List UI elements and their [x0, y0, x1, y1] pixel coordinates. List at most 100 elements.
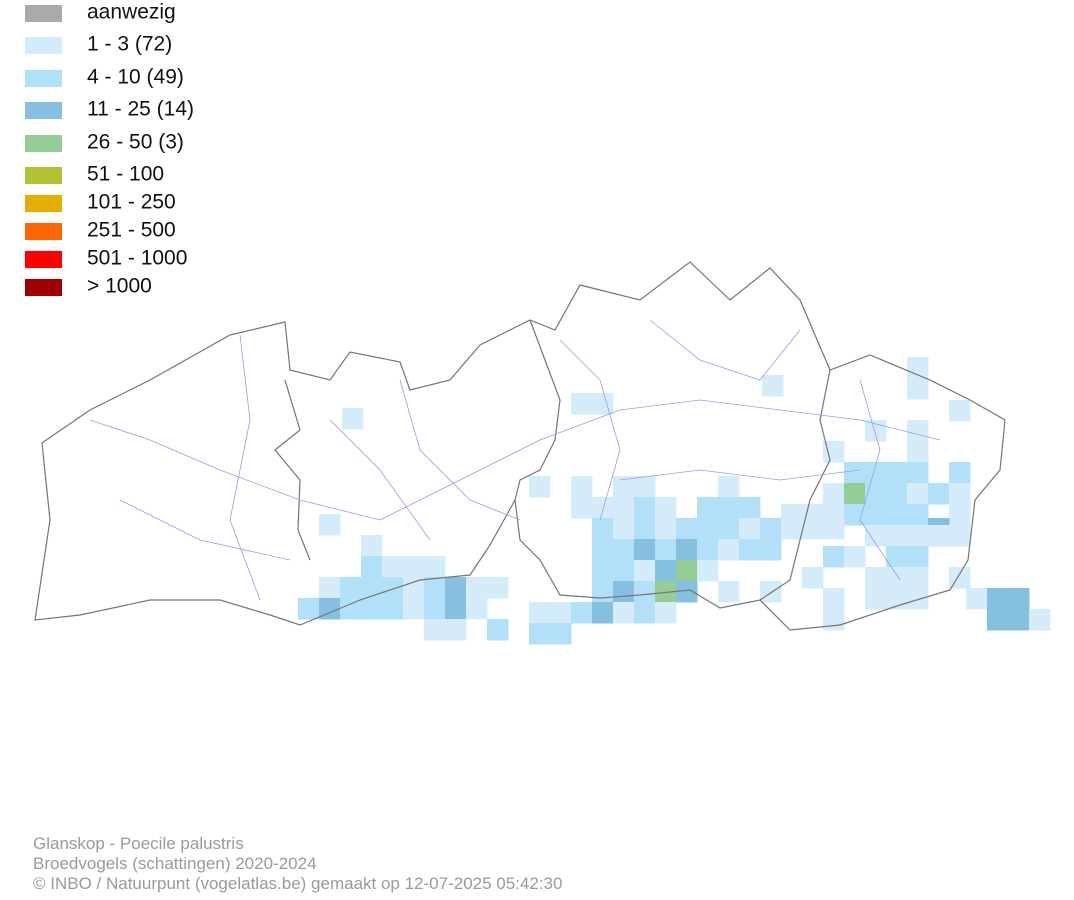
- grid-cell: [676, 581, 698, 603]
- grid-cell: [592, 560, 614, 582]
- grid-cell: [613, 560, 635, 582]
- grid-cell: [634, 581, 656, 603]
- grid-cell: [382, 577, 404, 599]
- grid-cell: [361, 598, 383, 620]
- grid-cell: [907, 441, 929, 463]
- grid-cell: [655, 560, 677, 582]
- grid-cell: [823, 483, 845, 505]
- grid-cell: [844, 462, 866, 484]
- grid-cell: [907, 378, 929, 400]
- footer-line: © INBO / Natuurpunt (vogelatlas.be) gema…: [33, 874, 562, 893]
- grid-cell: [676, 518, 698, 540]
- grid-cell: [949, 504, 971, 526]
- legend-label: 11 - 25 (14): [87, 98, 194, 121]
- grid-cell: [403, 598, 425, 620]
- grid-cell: [718, 497, 740, 519]
- grid-cell: [487, 577, 509, 599]
- footer: Glanskop - Poecile palustrisBroedvogels …: [33, 834, 562, 893]
- grid-cell: [1008, 588, 1030, 610]
- region-outline: [34, 261, 1006, 631]
- grid-cell: [907, 462, 929, 484]
- grid-cell: [739, 497, 761, 519]
- grid-cell: [403, 577, 425, 599]
- grid-cell: [844, 546, 866, 568]
- grid-cell: [424, 556, 446, 578]
- grid-cell: [655, 602, 677, 624]
- grid-cell: [949, 525, 971, 547]
- legend-swatch: [25, 279, 62, 296]
- grid-cell: [529, 623, 551, 645]
- grid-cell: [613, 497, 635, 519]
- grid-cell: [886, 567, 908, 589]
- grid-cell: [886, 546, 908, 568]
- grid-cell: [340, 577, 362, 599]
- grid-cell: [760, 539, 782, 561]
- grid-cell: [987, 609, 1009, 631]
- grid-cell: [760, 518, 782, 540]
- legend-swatch: [25, 70, 62, 87]
- province-border: [274, 319, 831, 601]
- grid-cell: [928, 525, 950, 547]
- legend-label: 101 - 250: [87, 191, 176, 214]
- legend-swatch: [25, 223, 62, 240]
- grid-cell: [802, 567, 824, 589]
- grid-cell: [613, 539, 635, 561]
- grid-cell: [697, 560, 719, 582]
- grid-cell: [802, 518, 824, 540]
- grid-cell: [424, 598, 446, 620]
- grid-cell: [823, 546, 845, 568]
- legend-label: 26 - 50 (3): [87, 131, 184, 154]
- grid-cell: [342, 408, 364, 430]
- legend-swatch: [25, 102, 62, 119]
- grid-cell: [466, 598, 488, 620]
- grid-cell: [949, 400, 971, 422]
- grid-cell: [865, 588, 887, 610]
- grid-cell: [613, 581, 635, 603]
- grid-cell: [928, 483, 950, 505]
- grid-cell: [886, 525, 908, 547]
- grid-cell: [634, 497, 656, 519]
- grid-cell: [739, 539, 761, 561]
- grid-cell: [987, 588, 1009, 610]
- grid-cell: [697, 518, 719, 540]
- grid-cell: [361, 535, 383, 557]
- grid-cell: [1008, 609, 1030, 631]
- footer-line: Broedvogels (schattingen) 2020-2024: [33, 854, 317, 873]
- grid-cell: [655, 497, 677, 519]
- legend-label: 4 - 10 (49): [87, 66, 184, 89]
- grid-cell: [865, 420, 887, 442]
- grid-cell: [865, 483, 887, 505]
- grid-cell: [592, 602, 614, 624]
- grid-cell: [466, 577, 488, 599]
- grid-cell: [907, 420, 929, 442]
- grid-cell: [634, 518, 656, 540]
- grid-cell: [340, 598, 362, 620]
- grid-cell: [865, 504, 887, 526]
- grid-cell: [361, 577, 383, 599]
- grid-cell: [445, 619, 467, 641]
- grid-cell: [949, 483, 971, 505]
- grid-cell: [907, 483, 929, 505]
- grid-cell: [823, 441, 845, 463]
- grid-cell: [613, 476, 635, 498]
- grid-cell: [907, 546, 929, 568]
- grid-cell: [424, 577, 446, 599]
- grid-cell: [445, 598, 467, 620]
- legend-swatch: [25, 37, 62, 54]
- grid-cell: [697, 539, 719, 561]
- grid-cell: [550, 623, 572, 645]
- grid-cell: [592, 539, 614, 561]
- grid-cell: [781, 518, 803, 540]
- grid-cell: [718, 518, 740, 540]
- grid-cell: [865, 462, 887, 484]
- roads: [89, 319, 941, 601]
- grid-cell: [886, 504, 908, 526]
- grid-cell: [718, 581, 740, 603]
- legend-swatch: [25, 251, 62, 268]
- grid-cell: [949, 462, 971, 484]
- grid-cell: [592, 497, 614, 519]
- grid-cell: [886, 462, 908, 484]
- grid-cell: [571, 393, 593, 415]
- grid-cell: [529, 602, 551, 624]
- grid-cell: [844, 483, 866, 505]
